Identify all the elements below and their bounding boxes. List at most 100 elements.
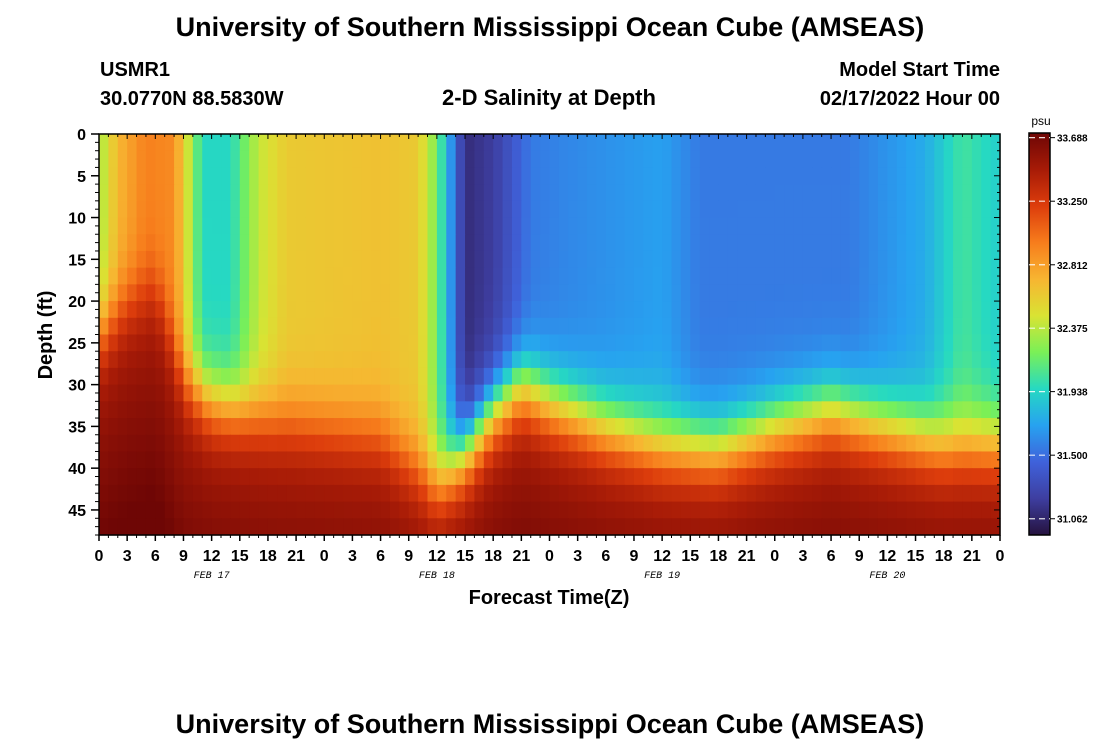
heatmap-cell — [465, 384, 476, 402]
heatmap-cell — [408, 284, 419, 302]
heatmap-cell — [906, 518, 917, 536]
heatmap-cell — [934, 134, 945, 152]
heatmap-cell — [643, 150, 654, 169]
heatmap-cell — [408, 217, 419, 235]
heatmap-cell — [192, 434, 203, 453]
heatmap-cell — [577, 501, 588, 519]
heatmap-cell — [145, 334, 156, 352]
heatmap-cell — [887, 150, 898, 169]
heatmap-cell — [108, 434, 119, 453]
heatmap-cell — [436, 367, 447, 386]
heatmap-cell — [530, 434, 541, 453]
heatmap-cell — [408, 401, 419, 419]
heatmap-cell — [399, 451, 410, 469]
heatmap-cell — [333, 250, 344, 269]
heatmap-cell — [267, 401, 278, 419]
heatmap-cell — [164, 367, 175, 386]
heatmap-cell — [183, 200, 194, 219]
heatmap-cell — [408, 267, 419, 285]
heatmap-cell — [183, 167, 194, 185]
heatmap-cell — [127, 150, 138, 169]
heatmap-cell — [296, 501, 307, 519]
heatmap-cell — [436, 434, 447, 453]
heatmap-cell — [699, 351, 710, 369]
heatmap-cell — [587, 134, 598, 152]
heatmap-cell — [230, 134, 241, 152]
heatmap-cell — [211, 250, 222, 269]
heatmap-cell — [540, 367, 551, 386]
heatmap-cell — [784, 367, 795, 386]
heatmap-cell — [164, 468, 175, 486]
heatmap-cell — [727, 484, 738, 503]
heatmap-cell — [427, 518, 438, 536]
heatmap-cell — [812, 284, 823, 302]
heatmap-cell — [127, 184, 138, 202]
heatmap-cell — [896, 384, 907, 402]
x-tick-label: 0 — [996, 548, 1005, 565]
heatmap-cell — [249, 451, 260, 469]
heatmap-cell — [727, 167, 738, 185]
heatmap-cell — [849, 284, 860, 302]
heatmap-cell — [671, 217, 682, 235]
heatmap-cell — [465, 200, 476, 219]
heatmap-cell — [511, 434, 522, 453]
heatmap-cell — [446, 367, 457, 386]
heatmap-cell — [549, 184, 560, 202]
heatmap-cell — [868, 468, 879, 486]
heatmap-cell — [877, 284, 888, 302]
heatmap-cell — [887, 484, 898, 503]
heatmap-cell — [859, 284, 870, 302]
heatmap-cell — [399, 317, 410, 336]
heatmap-cell — [502, 351, 513, 369]
heatmap-cell — [859, 518, 870, 536]
heatmap-cell — [230, 418, 241, 436]
heatmap-cell — [408, 134, 419, 152]
heatmap-cell — [296, 451, 307, 469]
heatmap-cell — [924, 250, 935, 269]
heatmap-cell — [136, 150, 147, 169]
heatmap-cell — [784, 250, 795, 269]
heatmap-cell — [540, 468, 551, 486]
heatmap-cell — [840, 184, 851, 202]
heatmap-cell — [859, 167, 870, 185]
heatmap-cell — [286, 484, 297, 503]
heatmap-cell — [352, 217, 363, 235]
heatmap-cell — [849, 451, 860, 469]
heatmap-cell — [305, 250, 316, 269]
heatmap-cell — [418, 301, 429, 319]
heatmap-cell — [296, 317, 307, 336]
heatmap-cell — [793, 167, 804, 185]
heatmap-cell — [511, 217, 522, 235]
heatmap-cell — [436, 234, 447, 252]
heatmap-cell — [249, 134, 260, 152]
heatmap-cell — [643, 518, 654, 536]
heatmap-cell — [709, 484, 720, 503]
heatmap-cell — [389, 167, 400, 185]
heatmap-cell — [971, 267, 982, 285]
heatmap-cell — [380, 401, 391, 419]
heatmap-cell — [267, 484, 278, 503]
model-start-label: Model Start Time — [839, 59, 1000, 81]
heatmap-cell — [709, 317, 720, 336]
heatmap-cell — [774, 284, 785, 302]
heatmap-cell — [230, 250, 241, 269]
heatmap-cell — [953, 234, 964, 252]
heatmap-cell — [671, 301, 682, 319]
heatmap-cell — [746, 518, 757, 536]
heatmap-cell — [502, 284, 513, 302]
heatmap-cell — [924, 150, 935, 169]
heatmap-cell — [399, 301, 410, 319]
heatmap-cell — [849, 484, 860, 503]
heatmap-cell — [380, 217, 391, 235]
heatmap-cell — [502, 418, 513, 436]
heatmap-cell — [333, 468, 344, 486]
heatmap-cell — [399, 234, 410, 252]
heatmap-cell — [174, 401, 185, 419]
heatmap-cell — [117, 484, 128, 503]
heatmap-cell — [117, 367, 128, 386]
heatmap-cell — [399, 367, 410, 386]
heatmap-cell — [953, 434, 964, 453]
colorbar-tick-label: 31.500 — [1057, 451, 1088, 462]
heatmap-cell — [305, 367, 316, 386]
date-labels: FEB 17 FEB 18 FEB 19 FEB 20 — [194, 571, 906, 582]
